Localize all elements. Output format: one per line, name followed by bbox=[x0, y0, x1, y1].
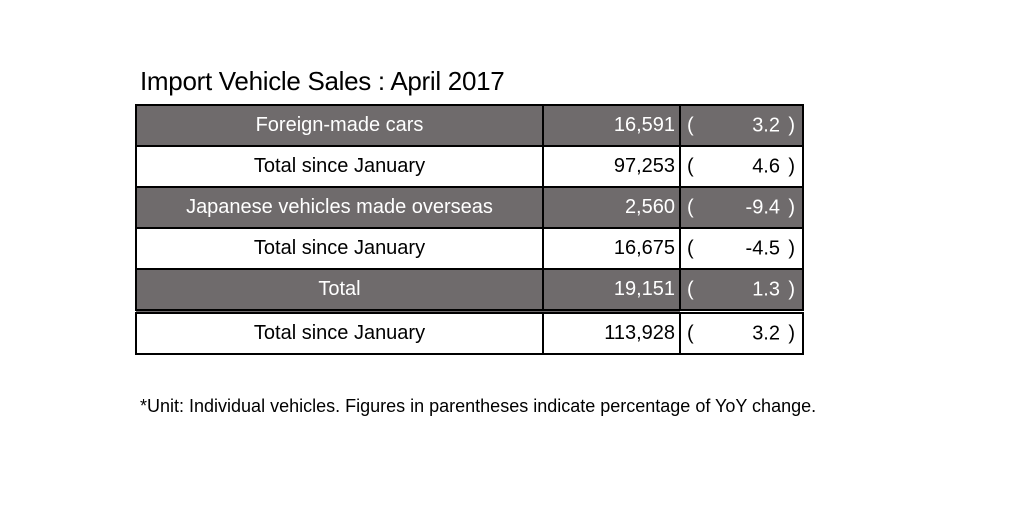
row-value: 2,560 bbox=[542, 186, 681, 229]
change-value: 3.2 bbox=[752, 114, 780, 136]
row-change: ( 3.2 ) bbox=[679, 104, 804, 147]
table-row: Foreign-made cars 16,591 ( 3.2 ) bbox=[135, 104, 804, 147]
footnote: *Unit: Individual vehicles. Figures in p… bbox=[140, 396, 817, 416]
table-row: Total since January 16,675 ( -4.5 ) bbox=[135, 227, 804, 270]
paren-open: ( bbox=[687, 155, 694, 177]
change-value: -9.4 bbox=[745, 196, 780, 218]
row-label: Total bbox=[135, 268, 544, 313]
paren-open: ( bbox=[687, 196, 694, 218]
change-value: 1.3 bbox=[752, 278, 780, 300]
row-label: Foreign-made cars bbox=[135, 104, 544, 147]
paren-close: ) bbox=[788, 155, 795, 177]
table-row: Total 19,151 ( 1.3 ) bbox=[135, 268, 804, 313]
paren-open: ( bbox=[687, 322, 694, 344]
row-change: ( -9.4 ) bbox=[679, 186, 804, 229]
table-row: Japanese vehicles made overseas 2,560 ( … bbox=[135, 186, 804, 229]
paren-open: ( bbox=[687, 278, 694, 300]
row-value: 16,591 bbox=[542, 104, 681, 147]
row-change: ( 3.2 ) bbox=[679, 309, 804, 355]
row-value: 97,253 bbox=[542, 145, 681, 188]
paren-close: ) bbox=[788, 114, 795, 136]
row-change: ( 4.6 ) bbox=[679, 145, 804, 188]
sales-table: Foreign-made cars 16,591 ( 3.2 ) Total s… bbox=[135, 104, 804, 355]
row-label: Total since January bbox=[135, 145, 544, 188]
paren-close: ) bbox=[788, 237, 795, 259]
paren-close: ) bbox=[788, 196, 795, 218]
table-row: Total since January 97,253 ( 4.6 ) bbox=[135, 145, 804, 188]
page-title: Import Vehicle Sales : April 2017 bbox=[140, 66, 505, 96]
row-value: 19,151 bbox=[542, 268, 681, 313]
paren-close: ) bbox=[788, 322, 795, 344]
change-value: 4.6 bbox=[752, 155, 780, 177]
row-change: ( -4.5 ) bbox=[679, 227, 804, 270]
row-value: 16,675 bbox=[542, 227, 681, 270]
row-label: Total since January bbox=[135, 227, 544, 270]
table-row: Total since January 113,928 ( 3.2 ) bbox=[135, 309, 804, 355]
paren-close: ) bbox=[788, 278, 795, 300]
row-label: Japanese vehicles made overseas bbox=[135, 186, 544, 229]
row-label: Total since January bbox=[135, 309, 544, 355]
change-value: 3.2 bbox=[752, 322, 780, 344]
change-value: -4.5 bbox=[745, 237, 780, 259]
paren-open: ( bbox=[687, 114, 694, 136]
row-value: 113,928 bbox=[542, 309, 681, 355]
row-change: ( 1.3 ) bbox=[679, 268, 804, 313]
paren-open: ( bbox=[687, 237, 694, 259]
